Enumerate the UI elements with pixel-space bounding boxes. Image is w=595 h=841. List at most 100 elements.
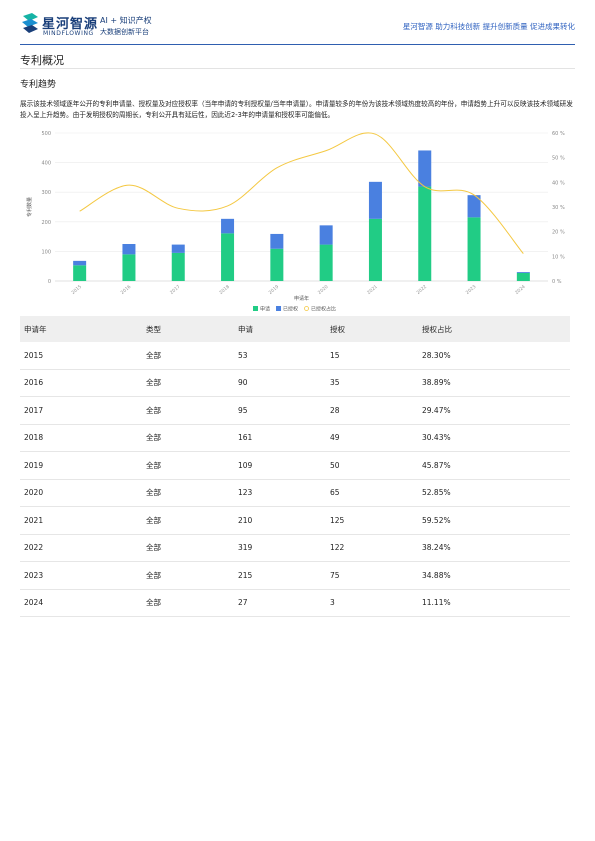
table-cell: 全部 [142, 506, 234, 535]
slogan: 星河智源 助力科技创新 提升创新质量 促进成果转化 [402, 22, 575, 31]
table-cell: 2017 [20, 396, 142, 425]
y-tick-label: 500 [41, 131, 51, 137]
table-cell: 全部 [142, 479, 234, 507]
bar [171, 244, 185, 253]
table-cell: 38.89% [418, 369, 570, 397]
table-cell: 95 [234, 396, 326, 425]
x-tick-label: 2016 [120, 284, 133, 296]
table-cell: 2024 [20, 589, 142, 617]
table-cell: 52.85% [418, 479, 570, 507]
y-tick-label: 200 [41, 220, 51, 226]
table-row: 2016 全部 90 35 38.89% [20, 369, 570, 397]
table-cell: 全部 [142, 451, 234, 480]
table-cell: 2021 [20, 506, 142, 535]
bar [467, 195, 481, 218]
table-cell: 161 [234, 424, 326, 452]
x-tick-label: 2021 [366, 284, 379, 296]
table-row: 2020 全部 123 65 52.85% [20, 479, 570, 507]
table-row: 2023 全部 215 75 34.88% [20, 561, 570, 590]
table-cell: 2023 [20, 561, 142, 590]
legend-swatch [253, 306, 258, 311]
legend-label: 申请 [260, 306, 270, 313]
table-cell: 2016 [20, 369, 142, 397]
x-tick-label: 2015 [70, 284, 83, 296]
table-cell: 75 [326, 561, 418, 590]
x-tick-label: 2022 [415, 284, 428, 296]
table-cell: 15 [326, 342, 418, 370]
table-row: 2015 全部 53 15 28.30% [20, 342, 570, 370]
legend-swatch [276, 306, 282, 311]
divider [20, 68, 575, 69]
brand-en: MINDFLOWING [43, 30, 94, 37]
table-cell: 215 [234, 561, 326, 590]
bar [319, 244, 333, 281]
description: 展示该技术领域逐年公开的专利申请量、授权量及对应授权率（当年申请的专利授权量/当… [20, 100, 573, 119]
table-cell: 3 [326, 589, 418, 617]
table-cell: 34.88% [418, 561, 570, 590]
x-tick-label: 2024 [514, 284, 527, 296]
y2-tick-label: 10 % [552, 254, 565, 260]
bar [270, 233, 284, 249]
table-cell: 49 [326, 424, 418, 452]
table-cell: 35 [326, 369, 418, 397]
table-cell: 11.11% [418, 589, 570, 617]
x-axis-title: 申请年 [294, 295, 309, 302]
table-cell: 全部 [142, 561, 234, 590]
bar [516, 272, 530, 274]
legend-label: 已授权占比 [311, 306, 336, 313]
column-header: 类型 [142, 316, 234, 342]
table-row: 2018 全部 161 49 30.43% [20, 424, 570, 452]
x-tick-label: 2020 [317, 284, 330, 296]
table-cell: 38.24% [418, 534, 570, 562]
header: 星河智源 MINDFLOWING AI + 知识产权 大数据创新平台 星河智源 … [20, 12, 575, 45]
table-cell: 全部 [142, 589, 234, 617]
table-cell: 27 [234, 589, 326, 617]
table-row: 2024 全部 27 3 11.11% [20, 589, 570, 617]
table-cell: 65 [326, 479, 418, 507]
table-cell: 123 [234, 479, 326, 507]
x-tick-label: 2023 [465, 284, 478, 296]
y2-tick-label: 30 % [552, 205, 565, 211]
column-header: 申请 [234, 316, 326, 342]
table-cell: 59.52% [418, 506, 570, 535]
tagline: AI + 知识产权 [100, 16, 152, 25]
bar [122, 254, 136, 281]
y2-tick-label: 50 % [552, 156, 565, 162]
table-cell: 109 [234, 451, 326, 480]
data-table: 申请年 类型 申请 授权 授权占比 2015 全部 53 15 28.30% 2016 全部 90 35 3… [20, 316, 570, 617]
table-cell: 2019 [20, 451, 142, 480]
table-cell: 125 [326, 506, 418, 535]
bar [122, 244, 136, 255]
table-cell: 45.87% [418, 451, 570, 480]
table-header: 申请年 类型 申请 授权 授权占比 [20, 316, 570, 342]
table-cell: 2015 [20, 342, 142, 370]
bar [368, 218, 382, 281]
tagline: 大数据创新平台 [100, 28, 149, 36]
column-header: 授权 [326, 316, 418, 342]
table-cell: 210 [234, 506, 326, 535]
legend-label: 已授权 [283, 306, 298, 313]
line [79, 132, 524, 254]
table-row: 2022 全部 319 122 38.24% [20, 534, 570, 562]
y2-tick-label: 20 % [552, 230, 565, 236]
y2-tick-label: 0 % [552, 279, 562, 285]
column-header: 申请年 [20, 316, 142, 342]
x-tick-label: 2019 [268, 284, 281, 296]
y-tick-label: 100 [41, 249, 51, 255]
bar [171, 252, 185, 281]
bar [221, 233, 235, 281]
bar [368, 181, 382, 219]
bar [221, 218, 235, 234]
brand: 星河智源 [42, 17, 99, 32]
y2-tick-label: 40 % [552, 180, 565, 186]
table-cell: 全部 [142, 424, 234, 452]
bar [418, 150, 432, 187]
table-cell: 50 [326, 451, 418, 480]
table-cell: 122 [326, 534, 418, 562]
table-cell: 全部 [142, 369, 234, 397]
table-row: 2017 全部 95 28 29.47% [20, 396, 570, 425]
x-tick-label: 2017 [169, 284, 182, 296]
subsection-title: 专利趋势 [20, 80, 57, 90]
bar [270, 248, 284, 281]
